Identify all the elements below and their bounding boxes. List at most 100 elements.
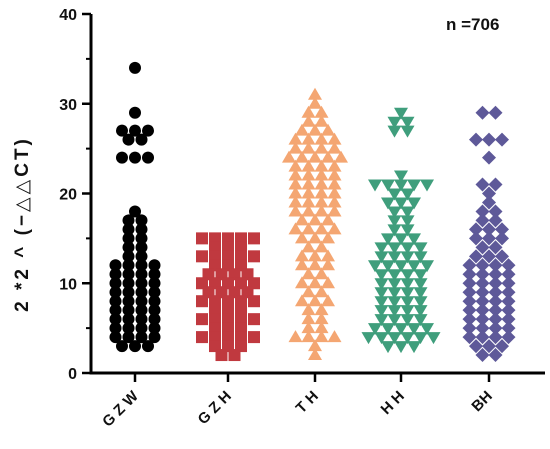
- data-point-th: [301, 267, 316, 280]
- data-point-bh: [475, 204, 490, 219]
- data-point-bh: [495, 132, 509, 147]
- data-point-th: [301, 195, 316, 208]
- y-tick-label: 40: [59, 7, 77, 24]
- data-point-th: [314, 240, 329, 253]
- data-point-th: [321, 276, 335, 289]
- data-point-gzw: [122, 133, 135, 146]
- x-axis: G Z W G Z H T H H H BH: [89, 371, 545, 430]
- data-point-gzw: [135, 223, 148, 236]
- data-point-th: [314, 177, 329, 190]
- data-point-hh: [374, 269, 389, 282]
- data-point-bh: [475, 312, 490, 327]
- data-point-gzh: [196, 313, 208, 326]
- data-point-hh: [387, 332, 402, 345]
- data-point-hh: [400, 224, 415, 237]
- data-point-th: [295, 294, 309, 307]
- data-point-bh: [488, 294, 503, 309]
- data-point-th: [301, 132, 316, 145]
- data-point-bh: [501, 294, 516, 309]
- data-point-gzw: [148, 286, 161, 299]
- data-point-bh: [501, 303, 516, 318]
- data-point-bh: [462, 258, 477, 273]
- data-point-th: [301, 321, 316, 334]
- data-point-bh: [501, 312, 516, 327]
- data-point-hh: [400, 278, 415, 291]
- data-point-bh: [462, 312, 477, 327]
- data-point-hh: [413, 305, 428, 318]
- data-point-hh: [400, 314, 415, 327]
- data-point-hh: [381, 260, 395, 273]
- data-point-th: [288, 159, 303, 172]
- data-point-bh: [482, 231, 496, 246]
- data-point-bh: [488, 258, 503, 273]
- data-point-th: [301, 177, 316, 190]
- data-point-bh: [475, 267, 490, 282]
- data-point-bh: [475, 258, 490, 273]
- data-point-hh: [368, 179, 382, 192]
- data-point-th: [321, 150, 335, 163]
- data-point-hh: [407, 341, 421, 354]
- data-point-gzw: [122, 259, 135, 272]
- data-point-bh: [488, 321, 503, 336]
- data-point-bh: [501, 285, 516, 300]
- data-point-th: [308, 339, 322, 352]
- data-point-bh: [475, 240, 490, 255]
- data-point-gzw: [135, 268, 148, 281]
- data-point-th: [314, 168, 329, 181]
- data-point-gzw: [122, 241, 135, 254]
- data-point-hh: [426, 332, 441, 345]
- data-point-bh: [462, 294, 477, 309]
- data-point-gzw: [109, 268, 122, 281]
- data-point-bh: [475, 330, 490, 345]
- data-point-hh: [368, 323, 382, 336]
- data-point-hh: [387, 251, 402, 264]
- data-point-bh: [488, 204, 503, 219]
- data-point-hh: [400, 188, 415, 201]
- data-point-th: [301, 204, 316, 217]
- data-point-gzw: [135, 331, 148, 344]
- data-point-bh: [469, 249, 483, 264]
- data-point-gzw: [122, 304, 135, 317]
- data-point-th: [295, 231, 309, 244]
- y-tick-label: 20: [59, 187, 77, 204]
- data-point-hh: [394, 341, 408, 354]
- data-point-hh: [400, 215, 415, 228]
- data-point-th: [321, 213, 335, 226]
- data-point-hh: [387, 125, 402, 138]
- data-point-bh: [495, 339, 509, 354]
- data-point-gzw: [122, 313, 135, 326]
- data-point-gzw: [135, 322, 148, 335]
- data-point-bh: [482, 249, 496, 264]
- data-point-bh: [501, 258, 516, 273]
- data-point-hh: [394, 197, 408, 210]
- data-point-hh: [361, 332, 376, 345]
- data-point-th: [327, 204, 342, 217]
- data-point-hh: [413, 314, 428, 327]
- y-tick-label: 0: [68, 366, 77, 383]
- data-point-th: [314, 285, 329, 298]
- data-point-hh: [374, 332, 389, 345]
- data-point-gzw: [148, 277, 161, 290]
- data-point-hh: [387, 188, 402, 201]
- data-point-hh: [400, 206, 415, 219]
- data-point-th: [308, 348, 322, 361]
- data-point-hh: [387, 305, 402, 318]
- data-point-gzw: [148, 268, 161, 281]
- data-point-th: [314, 132, 329, 145]
- data-point-hh: [374, 305, 389, 318]
- data-point-gzw: [122, 322, 135, 335]
- data-point-th: [327, 132, 342, 145]
- data-point-th: [327, 195, 342, 208]
- data-point-bh: [462, 330, 477, 345]
- data-point-th: [288, 141, 303, 154]
- data-point-hh: [387, 296, 402, 309]
- data-point-gzw: [122, 232, 135, 245]
- data-point-hh: [400, 251, 415, 264]
- data-point-th: [314, 321, 329, 334]
- data-point-th: [288, 195, 303, 208]
- data-point-th: [295, 249, 309, 262]
- data-point-hh: [413, 242, 428, 255]
- data-point-th: [301, 141, 316, 154]
- data-point-bh: [469, 132, 483, 147]
- data-point-hh: [413, 269, 428, 282]
